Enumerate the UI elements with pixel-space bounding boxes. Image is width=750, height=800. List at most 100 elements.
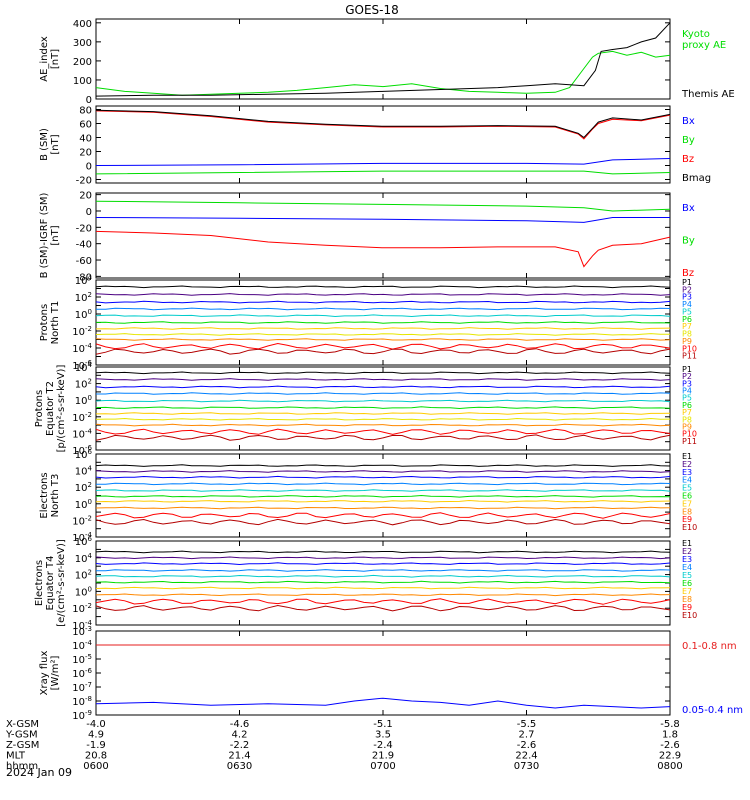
legend-entry: Themis AE <box>681 89 735 100</box>
y-tick-exponent: 2 <box>88 291 92 299</box>
ephemeris-value: -5.5 <box>517 719 537 730</box>
legend-entry-line: P1 <box>682 278 692 287</box>
y-axis-label: B (SM)-IGRF (SM)[nT] <box>39 193 61 279</box>
y-tick-label: 10-8 <box>72 695 92 708</box>
legend-entry-line: P4 <box>682 387 692 396</box>
series-line-bx <box>95 158 671 166</box>
ephemeris-value: 0700 <box>370 761 395 772</box>
legend-entry: P2 <box>682 372 692 381</box>
legend-entry-line: E7 <box>682 587 692 596</box>
y-axis-label: ElectronsEquator T4[e/(cm²-s-sr-keV)] <box>34 539 67 627</box>
panel-frame <box>95 453 671 538</box>
y-tick-label: 106 <box>75 535 93 548</box>
legend-entry: Bx <box>682 116 695 127</box>
ephemeris-value: 1.8 <box>662 730 678 741</box>
legend-entry-line: P9 <box>682 422 692 431</box>
legend-entry: Bx <box>682 203 695 214</box>
y-tick-exponent: -6 <box>85 667 93 675</box>
ephemeris-value: 21.9 <box>372 751 394 762</box>
series-line-p7 <box>95 327 671 330</box>
y-axis-label-line: North T3 <box>50 474 61 518</box>
y-tick-label: 102 <box>75 378 92 391</box>
y-tick-label: -60 <box>76 256 92 267</box>
y-tick-exponent: 0 <box>88 498 92 506</box>
legend-entry: E8 <box>682 507 692 516</box>
series-line-bz <box>95 230 671 268</box>
y-tick-exponent: -9 <box>85 709 92 717</box>
legend-entry-line: E3 <box>682 468 692 477</box>
y-axis-label-line: Protons <box>34 390 45 427</box>
series-line-kyoto-proxy-ae <box>95 50 671 96</box>
ephemeris-row-label: hhmm <box>6 761 38 772</box>
y-axis-label-line: B (SM) <box>39 128 50 161</box>
series-line-p9 <box>95 338 671 341</box>
series-line-e5 <box>95 574 671 578</box>
legend-entry-line: P5 <box>682 394 692 403</box>
y-tick-label: 40 <box>79 134 92 145</box>
ephemeris-value: -2.2 <box>230 740 250 751</box>
ephemeris-value: 21.4 <box>228 751 250 762</box>
legend-entry: E2 <box>682 460 692 469</box>
legend-entry-line: Bx <box>682 203 695 214</box>
series-line-e7 <box>95 499 671 503</box>
legend-entry: E7 <box>682 499 692 508</box>
legend-entry-line: P4 <box>682 300 692 309</box>
series-line-p9 <box>95 423 671 427</box>
y-tick-label: 104 <box>75 465 93 478</box>
y-tick-label: 102 <box>75 569 92 582</box>
legend-entry: P8 <box>682 330 692 339</box>
series-line-p1 <box>95 285 671 289</box>
legend-entry-line: E7 <box>682 499 692 508</box>
legend-entry-line: P6 <box>682 401 692 410</box>
series-line-e2 <box>95 556 671 560</box>
series-line-p5 <box>95 399 671 403</box>
legend-entry: P7 <box>682 322 692 331</box>
y-tick-exponent: 4 <box>88 465 93 473</box>
y-tick-label: 300 <box>73 38 92 49</box>
legend-entry: By <box>682 135 695 146</box>
y-tick-label: 10-6 <box>72 667 92 680</box>
y-tick-label: 200 <box>73 57 92 68</box>
y-tick-exponent: 0 <box>88 308 92 316</box>
y-tick-label: 10-4 <box>72 639 92 652</box>
series-line-e10 <box>95 518 671 526</box>
series-line-e5 <box>95 489 671 492</box>
series-line-p10 <box>95 428 671 435</box>
ephemeris-value: -5.8 <box>660 719 680 730</box>
series-line-e6 <box>95 494 671 498</box>
legend-entry-line: E9 <box>682 603 692 612</box>
legend-entry: E6 <box>682 492 692 501</box>
legend-entry: P4 <box>682 300 692 309</box>
legend-entry-line: P11 <box>682 437 697 446</box>
y-tick-label: 10-2 <box>72 411 92 424</box>
legend-entry-line: P6 <box>682 315 692 324</box>
series-line-e3 <box>95 562 671 566</box>
ephemeris-value: 2.7 <box>519 730 535 741</box>
y-tick-label: 104 <box>75 361 93 374</box>
legend-entry: P10 <box>682 344 697 353</box>
y-tick-label: 0 <box>86 95 92 106</box>
y-tick-label: 10-2 <box>72 514 92 527</box>
series-line-p6 <box>95 406 671 410</box>
y-tick-label: 10-2 <box>72 602 92 615</box>
y-tick-exponent: 0 <box>88 585 92 593</box>
series-line-p3 <box>95 300 671 304</box>
y-tick-exponent: -7 <box>85 681 92 689</box>
ephemeris-value: -4.6 <box>230 719 250 730</box>
y-axis-label-line: [W/m²] <box>50 655 61 690</box>
legend-entry-line: E4 <box>682 563 692 572</box>
y-axis-label-line: [nT] <box>50 134 61 154</box>
series-line-p5 <box>95 314 671 318</box>
y-tick-exponent: -2 <box>85 602 92 610</box>
legend-entry: Bmag <box>682 173 711 184</box>
y-tick-label: 10-3 <box>72 625 92 638</box>
legend-entry-line: P10 <box>682 430 697 439</box>
legend-entry: P9 <box>682 422 692 431</box>
y-tick-label: 80 <box>79 106 92 117</box>
series-line-p10 <box>95 342 671 350</box>
series-line-p7 <box>95 412 671 415</box>
ephemeris-value: 22.4 <box>515 751 537 762</box>
y-axis-label-line: Equator T2 <box>45 381 56 436</box>
